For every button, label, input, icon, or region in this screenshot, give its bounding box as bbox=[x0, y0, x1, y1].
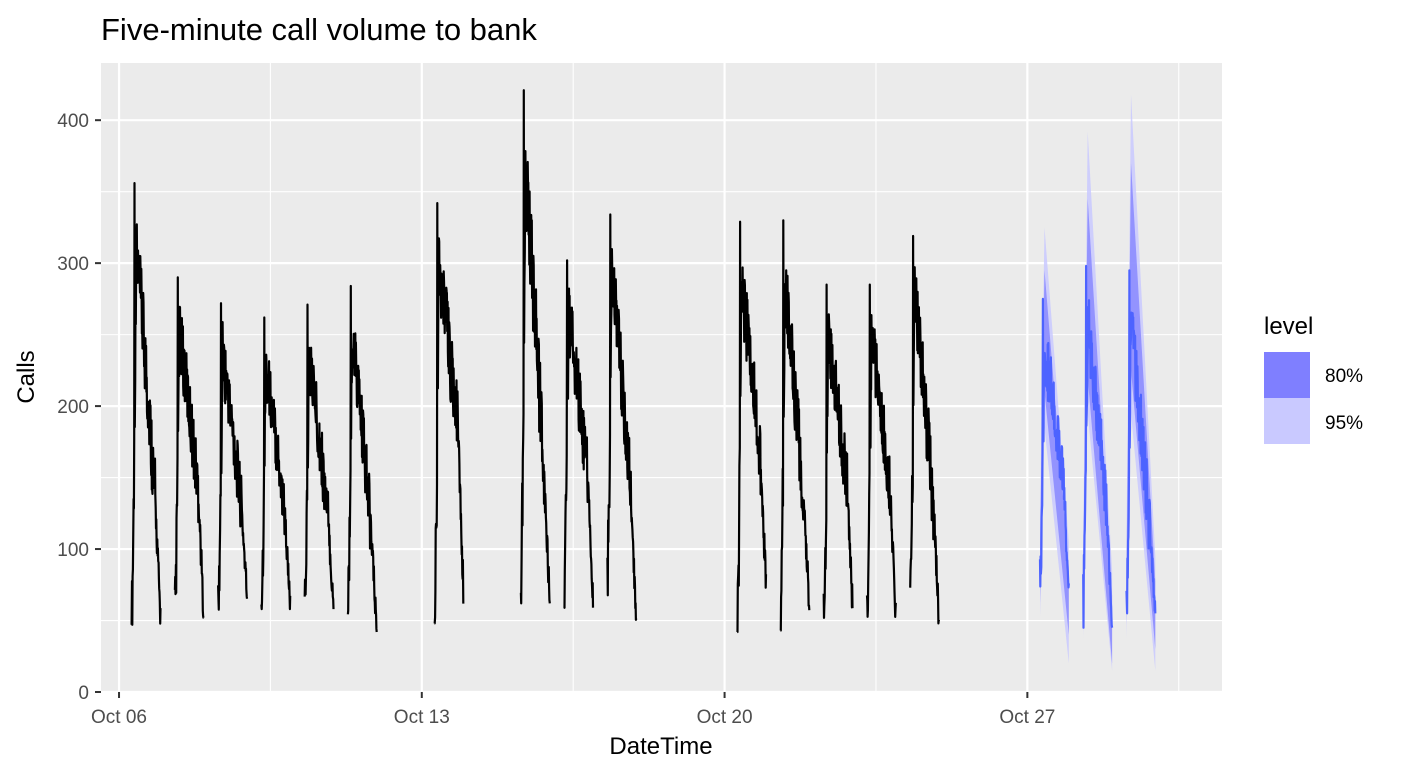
y-axis: 0 100 200 300 400 bbox=[57, 111, 101, 704]
y-tick-label: 0 bbox=[78, 683, 89, 704]
y-tick-label: 300 bbox=[57, 254, 89, 275]
observed-day-line bbox=[822, 283, 854, 619]
observed-day-line bbox=[606, 213, 638, 621]
grid-major bbox=[101, 63, 1332, 694]
observed-day-line bbox=[260, 316, 292, 611]
legend: level 80% 95% bbox=[1264, 313, 1363, 444]
legend-label-80: 80% bbox=[1325, 366, 1363, 387]
observed-day-line bbox=[779, 219, 811, 632]
x-tick-label: Oct 06 bbox=[91, 707, 147, 728]
observed-day-line bbox=[217, 302, 249, 611]
y-tick-label: 200 bbox=[57, 397, 89, 418]
legend-label-95: 95% bbox=[1325, 413, 1363, 434]
legend-title: level bbox=[1264, 313, 1313, 340]
observed-day-line bbox=[303, 303, 335, 610]
observed-day-line bbox=[563, 259, 595, 609]
y-tick-label: 400 bbox=[57, 111, 89, 132]
x-axis: Oct 06 Oct 13 Oct 20 Oct 27 bbox=[91, 692, 1055, 728]
grid-minor bbox=[101, 63, 1222, 692]
legend-key-80 bbox=[1264, 352, 1310, 398]
x-axis-title: DateTime bbox=[609, 733, 712, 760]
forecast-day-line bbox=[1125, 269, 1157, 615]
legend-key-95 bbox=[1264, 398, 1310, 444]
observed-day-line bbox=[433, 202, 465, 625]
observed-day-line bbox=[130, 182, 162, 626]
forecast-day-line bbox=[1038, 297, 1070, 589]
observed-day-line bbox=[346, 284, 378, 633]
y-axis-title: Calls bbox=[13, 350, 40, 403]
observed-day-line bbox=[173, 276, 205, 619]
x-tick-label: Oct 20 bbox=[697, 707, 753, 728]
chart-title: Five-minute call volume to bank bbox=[101, 12, 537, 47]
observed-day-line bbox=[519, 89, 551, 605]
y-tick-label: 100 bbox=[57, 540, 89, 561]
x-tick-label: Oct 27 bbox=[999, 707, 1055, 728]
observed-day-line bbox=[865, 283, 897, 618]
series-lines bbox=[130, 89, 1157, 634]
x-tick-label: Oct 13 bbox=[394, 707, 450, 728]
observed-day-line bbox=[909, 234, 941, 625]
observed-day-line bbox=[736, 220, 768, 634]
forecast-day-line bbox=[1082, 264, 1114, 629]
